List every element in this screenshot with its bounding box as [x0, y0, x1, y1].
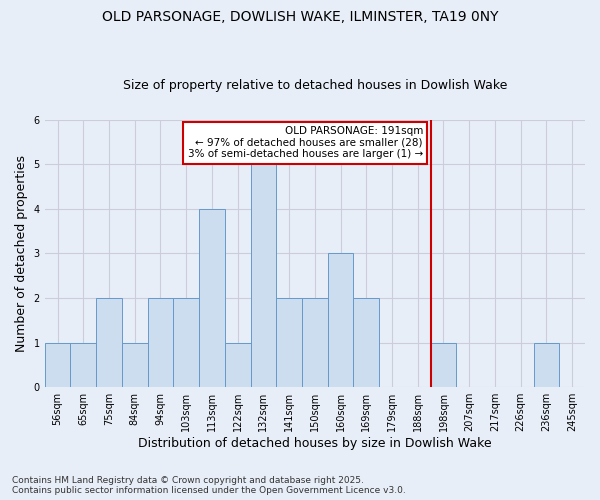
- Bar: [302, 298, 328, 387]
- Bar: [431, 342, 457, 387]
- Text: Contains HM Land Registry data © Crown copyright and database right 2025.
Contai: Contains HM Land Registry data © Crown c…: [12, 476, 406, 495]
- Y-axis label: Number of detached properties: Number of detached properties: [15, 155, 28, 352]
- Bar: [328, 254, 353, 387]
- X-axis label: Distribution of detached houses by size in Dowlish Wake: Distribution of detached houses by size …: [138, 437, 491, 450]
- Bar: [122, 342, 148, 387]
- Text: OLD PARSONAGE: 191sqm
← 97% of detached houses are smaller (28)
3% of semi-detac: OLD PARSONAGE: 191sqm ← 97% of detached …: [188, 126, 423, 160]
- Text: OLD PARSONAGE, DOWLISH WAKE, ILMINSTER, TA19 0NY: OLD PARSONAGE, DOWLISH WAKE, ILMINSTER, …: [102, 10, 498, 24]
- Bar: [44, 342, 70, 387]
- Bar: [148, 298, 173, 387]
- Bar: [199, 209, 225, 387]
- Bar: [173, 298, 199, 387]
- Bar: [225, 342, 251, 387]
- Bar: [353, 298, 379, 387]
- Bar: [251, 164, 276, 387]
- Bar: [70, 342, 96, 387]
- Bar: [533, 342, 559, 387]
- Bar: [96, 298, 122, 387]
- Title: Size of property relative to detached houses in Dowlish Wake: Size of property relative to detached ho…: [122, 79, 507, 92]
- Bar: [276, 298, 302, 387]
